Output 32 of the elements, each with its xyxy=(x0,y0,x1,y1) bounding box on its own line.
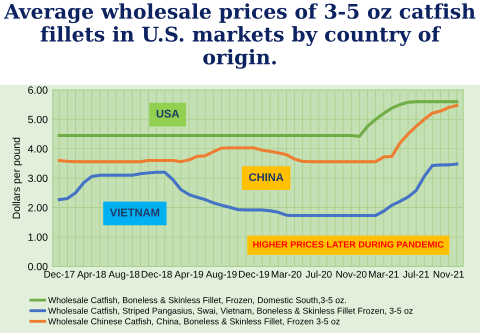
y-tick-label: 5.00 xyxy=(28,116,48,124)
annotation: USA xyxy=(156,110,180,118)
annotation: VIETNAM xyxy=(110,208,160,216)
line-series xyxy=(58,104,458,164)
chart-title: Average wholesale prices of 3-5 oz catfish fillets in U.S. markets by country of origin. xyxy=(4,3,476,69)
annotation: HIGHER PRICES LATER DURING PANDEMIC xyxy=(253,241,444,248)
x-tick-label: Mar-21 xyxy=(369,270,399,278)
x-tick-label: Jul-20 xyxy=(306,270,332,278)
y-axis-title: Dollars per pound xyxy=(12,138,22,218)
y-tick-label: 2.00 xyxy=(28,204,48,212)
line-series xyxy=(58,162,458,218)
x-tick-label: Nov-21 xyxy=(434,270,464,278)
y-tick-label: 6.00 xyxy=(28,86,48,94)
legend-label: Wholesale Catfish, Boneless & Skinless Fillet, Frozen, Domestic South,3-5 oz. xyxy=(48,296,346,304)
x-tick-label: Dec-19 xyxy=(239,270,270,278)
x-tick-label: Jul-21 xyxy=(403,270,429,278)
legend-label: Wholesale Catfish, Striped Pangasius, Swai, Vietnam, Boneless & Skinless Fillet Frozen, 3-5 oz xyxy=(48,307,413,316)
x-tick-label: Apr-18 xyxy=(77,270,106,280)
y-tick-label: 1.00 xyxy=(28,233,48,241)
x-tick-label: Nov-20 xyxy=(336,270,367,278)
annotation: CHINA xyxy=(249,173,284,182)
x-tick-label: Aug-19 xyxy=(206,270,237,280)
y-tick-label: 4.00 xyxy=(28,145,48,153)
x-tick-label: Aug-18 xyxy=(108,270,140,280)
y-tick-label: 0.00 xyxy=(28,262,48,270)
y-tick-label: 3.00 xyxy=(28,174,48,182)
legend-label: Wholesale Chinese Catfish, China, Boneless & Skinless Fillet, Frozen 3-5 oz xyxy=(48,318,340,326)
x-tick-label: Dec-17 xyxy=(44,270,74,278)
x-tick-label: Dec-18 xyxy=(142,270,172,278)
x-tick-label: Mar-20 xyxy=(272,270,302,278)
line-series xyxy=(58,100,458,138)
x-tick-label: Apr-19 xyxy=(174,270,204,280)
